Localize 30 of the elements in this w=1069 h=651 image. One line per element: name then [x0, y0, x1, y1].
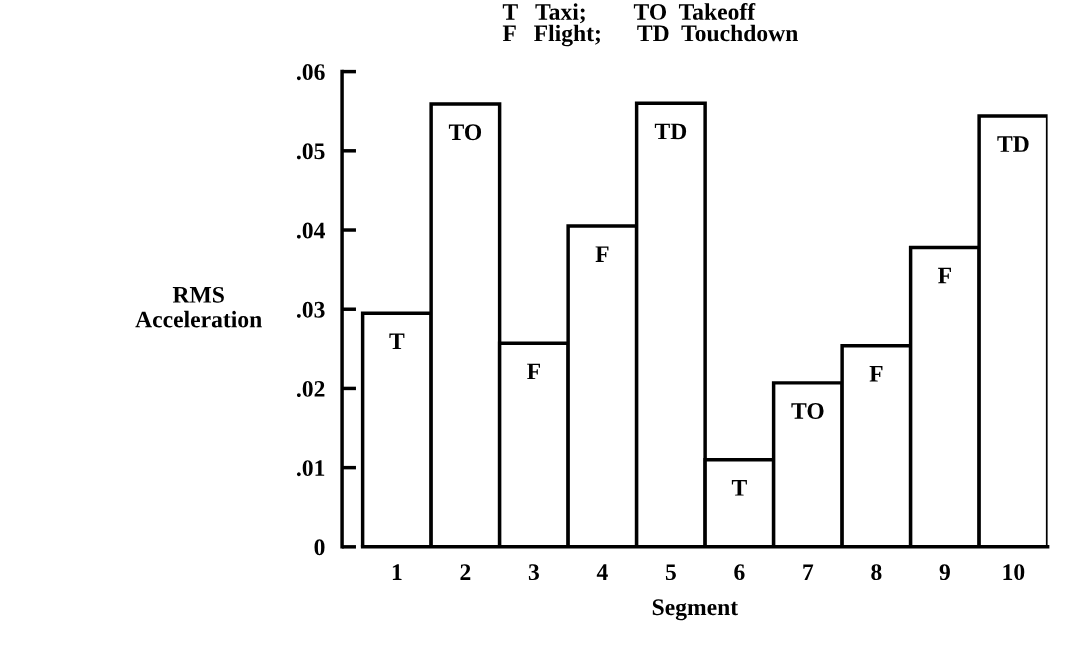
annotation: T [731, 480, 747, 496]
annotation: T [389, 333, 405, 350]
x-tick-label: 7 [803, 564, 814, 580]
annotation: F [938, 267, 951, 284]
x-tick-label: 10 [1003, 564, 1025, 581]
x-tick-label: 3 [528, 564, 539, 581]
annotation: TO [791, 403, 824, 419]
x-tick-label: 4 [596, 564, 608, 580]
x-tick-label: 2 [460, 564, 471, 580]
x-axis-title: Segment [652, 599, 739, 621]
y-tick-label: .01 [296, 460, 325, 477]
annotation: F [595, 246, 609, 262]
y-tick-label: .02 [296, 380, 325, 397]
annotation: F [527, 363, 540, 380]
y-tick-label: .06 [296, 64, 325, 81]
x-tick-label: 8 [871, 564, 882, 581]
x-tick-label: 6 [734, 564, 745, 581]
y-axis-title: RMS Acceleration [135, 286, 262, 328]
x-tick-label: 1 [392, 564, 402, 580]
annotation: F [869, 366, 883, 382]
text: T Taxi; TO Takeoff F Flight; TD Touchdown [502, 3, 798, 47]
x-tick-label: 5 [665, 564, 676, 581]
annotation: TD [654, 123, 687, 140]
y-tick-label: .04 [296, 222, 325, 239]
annotation: TD [997, 136, 1029, 152]
y-tick-label: .03 [296, 301, 325, 318]
y-tick-label: 0 [314, 539, 325, 556]
annotation: TO [448, 124, 482, 141]
x-tick-label: 9 [939, 564, 950, 581]
y-tick-label: .05 [296, 143, 325, 160]
